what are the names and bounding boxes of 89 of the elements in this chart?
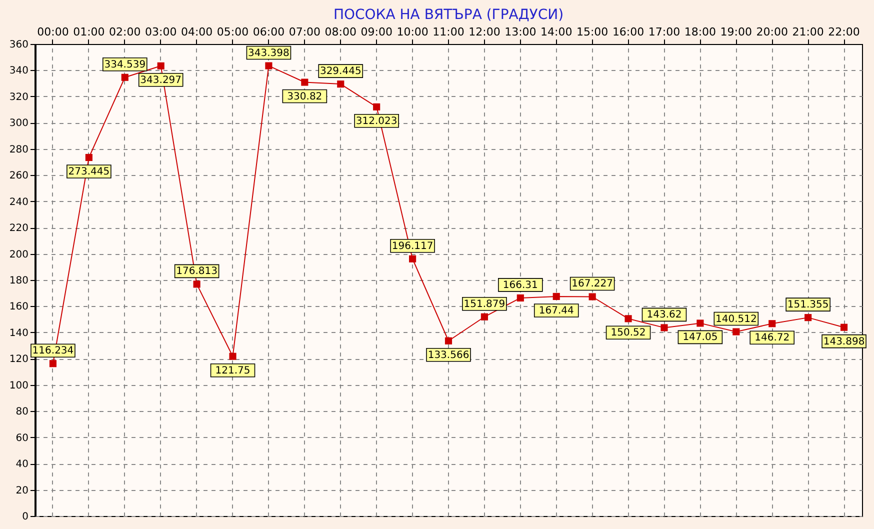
data-label: 334.539 xyxy=(104,59,146,70)
data-label: 151.879 xyxy=(464,298,506,310)
data-label: 343.398 xyxy=(248,48,290,59)
data-label: 140.512 xyxy=(715,314,757,325)
x-tick-label: 01:00 xyxy=(73,26,105,38)
data-label: 143.62 xyxy=(646,310,682,321)
x-tick-label: 14:00 xyxy=(540,26,572,38)
point xyxy=(229,352,236,360)
x-tick-label: 22:00 xyxy=(828,26,860,38)
point xyxy=(840,324,848,331)
x-tick-label: 08:00 xyxy=(324,26,356,38)
y-tick-label: 280 xyxy=(9,144,28,156)
data-label: 146.72 xyxy=(754,332,790,344)
x-tick-label: 20:00 xyxy=(756,26,788,38)
y-tick-label: 80 xyxy=(16,406,28,418)
data-label: 116.234 xyxy=(32,346,74,357)
point xyxy=(193,280,200,288)
x-tick-label: 02:00 xyxy=(109,26,141,38)
x-tick-label: 09:00 xyxy=(360,26,392,38)
data-label: 143.898 xyxy=(823,336,865,348)
x-tick-label: 18:00 xyxy=(684,26,716,38)
data-label: 196.117 xyxy=(392,240,434,252)
x-tick-label: 13:00 xyxy=(504,26,536,38)
x-tick-label: 11:00 xyxy=(432,26,464,38)
point xyxy=(444,337,452,344)
point xyxy=(516,294,524,302)
data-label: 176.813 xyxy=(176,266,218,278)
point xyxy=(409,255,416,262)
y-tick-label: 200 xyxy=(9,249,28,260)
data-label: 167.227 xyxy=(572,278,614,290)
y-tick-label: 0 xyxy=(22,512,28,522)
y-tick-label: 20 xyxy=(16,485,28,496)
point xyxy=(768,320,776,328)
y-tick-label: 360 xyxy=(9,40,28,50)
y-tick-label: 340 xyxy=(9,66,28,77)
y-tick-label: 140 xyxy=(9,328,28,339)
data-label: 151.355 xyxy=(787,300,829,311)
point xyxy=(588,293,596,300)
point xyxy=(337,80,344,88)
y-tick-label: 40 xyxy=(16,459,28,470)
x-tick-label: 21:00 xyxy=(792,26,824,38)
data-label: 312.023 xyxy=(356,116,398,127)
data-label: 330.82 xyxy=(287,91,322,102)
point xyxy=(480,313,488,320)
data-label: 150.52 xyxy=(610,328,646,339)
point xyxy=(696,320,704,327)
x-tick-label: 05:00 xyxy=(216,26,249,38)
point xyxy=(157,62,164,70)
data-label: 121.75 xyxy=(215,365,250,376)
x-tick-label: 07:00 xyxy=(288,26,321,38)
data-label: 343.297 xyxy=(140,74,182,86)
y-tick-label: 240 xyxy=(9,196,28,208)
y-tick-label: 160 xyxy=(9,302,28,313)
point xyxy=(732,328,740,336)
data-label: 329.445 xyxy=(320,66,362,78)
x-tick-label: 06:00 xyxy=(252,26,285,38)
x-tick-label: 17:00 xyxy=(648,26,680,38)
y-tick-label: 60 xyxy=(16,432,28,444)
point xyxy=(301,78,308,86)
x-tick-label: 19:00 xyxy=(720,26,752,38)
point xyxy=(660,324,668,332)
y-tick-label: 300 xyxy=(9,118,28,130)
point xyxy=(552,292,560,300)
point xyxy=(85,154,92,162)
y-tick-label: 100 xyxy=(9,380,28,392)
y-tick-label: 320 xyxy=(9,92,28,103)
y-tick-label: 260 xyxy=(9,170,28,182)
point xyxy=(121,74,128,81)
x-tick-label: 00:00 xyxy=(37,26,69,38)
x-tick-label: 15:00 xyxy=(576,26,608,38)
x-tick-label: 12:00 xyxy=(468,26,500,38)
point xyxy=(49,360,57,368)
data-label: 147.05 xyxy=(682,332,718,344)
y-tick-label: 180 xyxy=(9,276,28,286)
x-tick-label: 04:00 xyxy=(180,26,213,38)
x-tick-label: 10:00 xyxy=(396,26,428,38)
data-label: 133.566 xyxy=(428,350,470,361)
chart-title: ПОСОКА НА ВЯТЪРА (ГРАДУСИ) xyxy=(333,7,564,23)
point xyxy=(373,103,380,110)
x-tick-label: 16:00 xyxy=(612,26,644,38)
point xyxy=(624,315,632,322)
x-tick-label: 03:00 xyxy=(144,26,177,38)
point xyxy=(804,314,812,322)
data-label: 166.31 xyxy=(502,280,538,291)
data-label: 273.445 xyxy=(68,166,110,178)
y-tick-label: 120 xyxy=(9,354,28,366)
y-tick-label: 220 xyxy=(9,223,28,234)
point xyxy=(265,62,272,70)
data-label: 167.44 xyxy=(538,305,574,316)
